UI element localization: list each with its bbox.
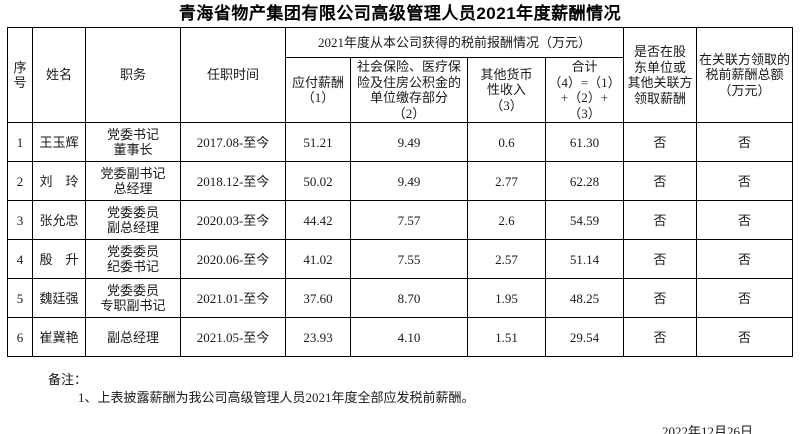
header-tenure: 任职时间 bbox=[180, 26, 286, 124]
header-name: 姓名 bbox=[32, 26, 86, 124]
cell-salary: 50.02 bbox=[285, 161, 351, 202]
cell-other-income: 1.95 bbox=[467, 278, 546, 319]
cell-total: 54.59 bbox=[544, 200, 625, 241]
cell-other-income: 2.6 bbox=[467, 200, 546, 241]
header-shareholder-pay: 是否在股 东单位或 其他关联方 领取薪酬 bbox=[623, 26, 698, 124]
notes-line-1: 1、上表披露薪酬为我公司高级管理人员2021年度全部应发税前薪酬。 bbox=[78, 390, 475, 406]
cell-shareholder-pay: 否 bbox=[623, 278, 698, 319]
cell-serial: 6 bbox=[7, 317, 33, 358]
cell-serial: 4 bbox=[7, 239, 33, 280]
cell-other-income: 2.57 bbox=[467, 239, 546, 280]
report-date: 2022年12月26日 bbox=[661, 424, 753, 434]
cell-salary: 37.60 bbox=[285, 278, 351, 319]
cell-serial: 2 bbox=[7, 161, 33, 202]
notes-section: 备注： 1、上表披露薪酬为我公司高级管理人员2021年度全部应发税前薪酬。 bbox=[48, 371, 800, 407]
cell-name: 张允忠 bbox=[32, 200, 86, 241]
table-row: 3 张允忠 党委委员 副总经理 2020.03-至今 44.42 7.57 2.… bbox=[7, 200, 794, 241]
cell-position: 党委委员 纪委书记 bbox=[85, 239, 181, 280]
salary-table: 序 号 姓名 职务 任职时间 2021年度从本公司获得的税前报酬情况（万元） 是… bbox=[7, 26, 794, 358]
cell-insurance: 8.70 bbox=[350, 278, 468, 319]
notes-label: 备注： bbox=[48, 372, 88, 388]
cell-position: 党委副书记 总经理 bbox=[85, 161, 181, 202]
cell-related-pay: 否 bbox=[696, 122, 794, 163]
cell-related-pay: 否 bbox=[696, 239, 794, 280]
header-position: 职务 bbox=[85, 26, 181, 124]
cell-insurance: 7.57 bbox=[350, 200, 468, 241]
header-related-pay: 在关联方领取的 税前薪酬总额 （万元） bbox=[696, 26, 794, 124]
cell-other-income: 0.6 bbox=[467, 122, 546, 163]
cell-serial: 5 bbox=[7, 278, 33, 319]
cell-tenure: 2021.01-至今 bbox=[180, 278, 286, 319]
cell-name: 崔冀艳 bbox=[32, 317, 86, 358]
cell-shareholder-pay: 否 bbox=[623, 161, 698, 202]
cell-name: 王玉辉 bbox=[32, 122, 86, 163]
cell-position: 党委委员 专职副书记 bbox=[85, 278, 181, 319]
cell-salary: 44.42 bbox=[285, 200, 351, 241]
header-salary: 应付薪酬 （1） bbox=[285, 56, 351, 124]
cell-tenure: 2018.12-至今 bbox=[180, 161, 286, 202]
cell-serial: 1 bbox=[7, 122, 33, 163]
header-insurance: 社会保险、医疗保 险及住房公积金的 单位缴存部分 （2） bbox=[350, 56, 468, 124]
header-row-group: 序 号 姓名 职务 任职时间 2021年度从本公司获得的税前报酬情况（万元） 是… bbox=[7, 26, 794, 124]
cell-name: 刘 玲 bbox=[32, 161, 86, 202]
table-row: 5 魏廷强 党委委员 专职副书记 2021.01-至今 37.60 8.70 1… bbox=[7, 278, 794, 319]
cell-tenure: 2020.03-至今 bbox=[180, 200, 286, 241]
cell-total: 62.28 bbox=[544, 161, 625, 202]
cell-related-pay: 否 bbox=[696, 317, 794, 358]
table-row: 1 王玉辉 党委书记 董事长 2017.08-至今 51.21 9.49 0.6… bbox=[7, 122, 794, 163]
cell-total: 48.25 bbox=[544, 278, 625, 319]
cell-total: 29.54 bbox=[544, 317, 625, 358]
header-serial: 序 号 bbox=[7, 26, 33, 124]
cell-tenure: 2021.05-至今 bbox=[180, 317, 286, 358]
cell-related-pay: 否 bbox=[696, 161, 794, 202]
cell-salary: 23.93 bbox=[285, 317, 351, 358]
table-header: 序 号 姓名 职务 任职时间 2021年度从本公司获得的税前报酬情况（万元） 是… bbox=[7, 26, 794, 124]
cell-position: 党委委员 副总经理 bbox=[85, 200, 181, 241]
cell-salary: 41.02 bbox=[285, 239, 351, 280]
table-row: 2 刘 玲 党委副书记 总经理 2018.12-至今 50.02 9.49 2.… bbox=[7, 161, 794, 202]
header-other-income: 其他货币 性收入 （3） bbox=[467, 56, 546, 124]
header-total: 合计 （4）=（1） +（2）+ （3） bbox=[544, 56, 625, 124]
cell-insurance: 4.10 bbox=[350, 317, 468, 358]
table-body: 1 王玉辉 党委书记 董事长 2017.08-至今 51.21 9.49 0.6… bbox=[7, 122, 794, 358]
cell-salary: 51.21 bbox=[285, 122, 351, 163]
cell-related-pay: 否 bbox=[696, 200, 794, 241]
cell-position: 党委书记 董事长 bbox=[85, 122, 181, 163]
table-row: 4 殷 升 党委委员 纪委书记 2020.06-至今 41.02 7.55 2.… bbox=[7, 239, 794, 280]
cell-insurance: 9.49 bbox=[350, 161, 468, 202]
table-row: 6 崔冀艳 副总经理 2021.05-至今 23.93 4.10 1.51 29… bbox=[7, 317, 794, 358]
cell-name: 殷 升 bbox=[32, 239, 86, 280]
cell-tenure: 2017.08-至今 bbox=[180, 122, 286, 163]
cell-shareholder-pay: 否 bbox=[623, 239, 698, 280]
header-row-sub: 应付薪酬 （1） 社会保险、医疗保 险及住房公积金的 单位缴存部分 （2） 其他… bbox=[8, 56, 793, 124]
page-title: 青海省物产集团有限公司高级管理人员2021年度薪酬情况 bbox=[178, 4, 622, 23]
cell-name: 魏廷强 bbox=[32, 278, 86, 319]
cell-insurance: 7.55 bbox=[350, 239, 468, 280]
cell-insurance: 9.49 bbox=[350, 122, 468, 163]
cell-shareholder-pay: 否 bbox=[623, 317, 698, 358]
cell-other-income: 1.51 bbox=[467, 317, 546, 358]
cell-other-income: 2.77 bbox=[467, 161, 546, 202]
cell-shareholder-pay: 否 bbox=[623, 200, 698, 241]
cell-related-pay: 否 bbox=[696, 278, 794, 319]
cell-total: 51.14 bbox=[544, 239, 625, 280]
cell-total: 61.30 bbox=[544, 122, 625, 163]
cell-position: 副总经理 bbox=[85, 317, 181, 358]
header-comp-group: 2021年度从本公司获得的税前报酬情况（万元） bbox=[284, 27, 625, 58]
cell-tenure: 2020.06-至今 bbox=[180, 239, 286, 280]
cell-serial: 3 bbox=[7, 200, 33, 241]
cell-shareholder-pay: 否 bbox=[623, 122, 698, 163]
